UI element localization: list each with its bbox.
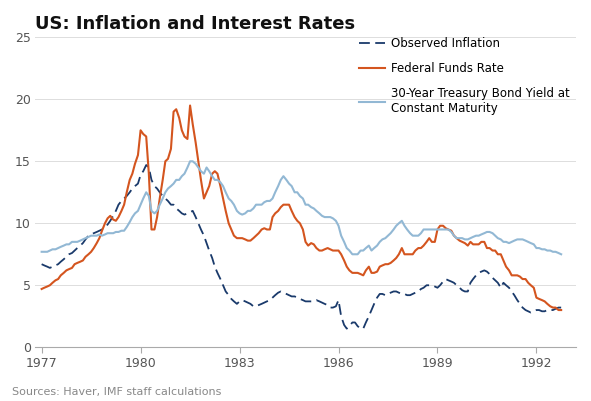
Legend: Observed Inflation, Federal Funds Rate, 30-Year Treasury Bond Yield at
Constant : Observed Inflation, Federal Funds Rate, … bbox=[359, 37, 570, 115]
Text: US: Inflation and Interest Rates: US: Inflation and Interest Rates bbox=[35, 15, 355, 33]
Text: Sources: Haver, IMF staff calculations: Sources: Haver, IMF staff calculations bbox=[12, 387, 221, 397]
